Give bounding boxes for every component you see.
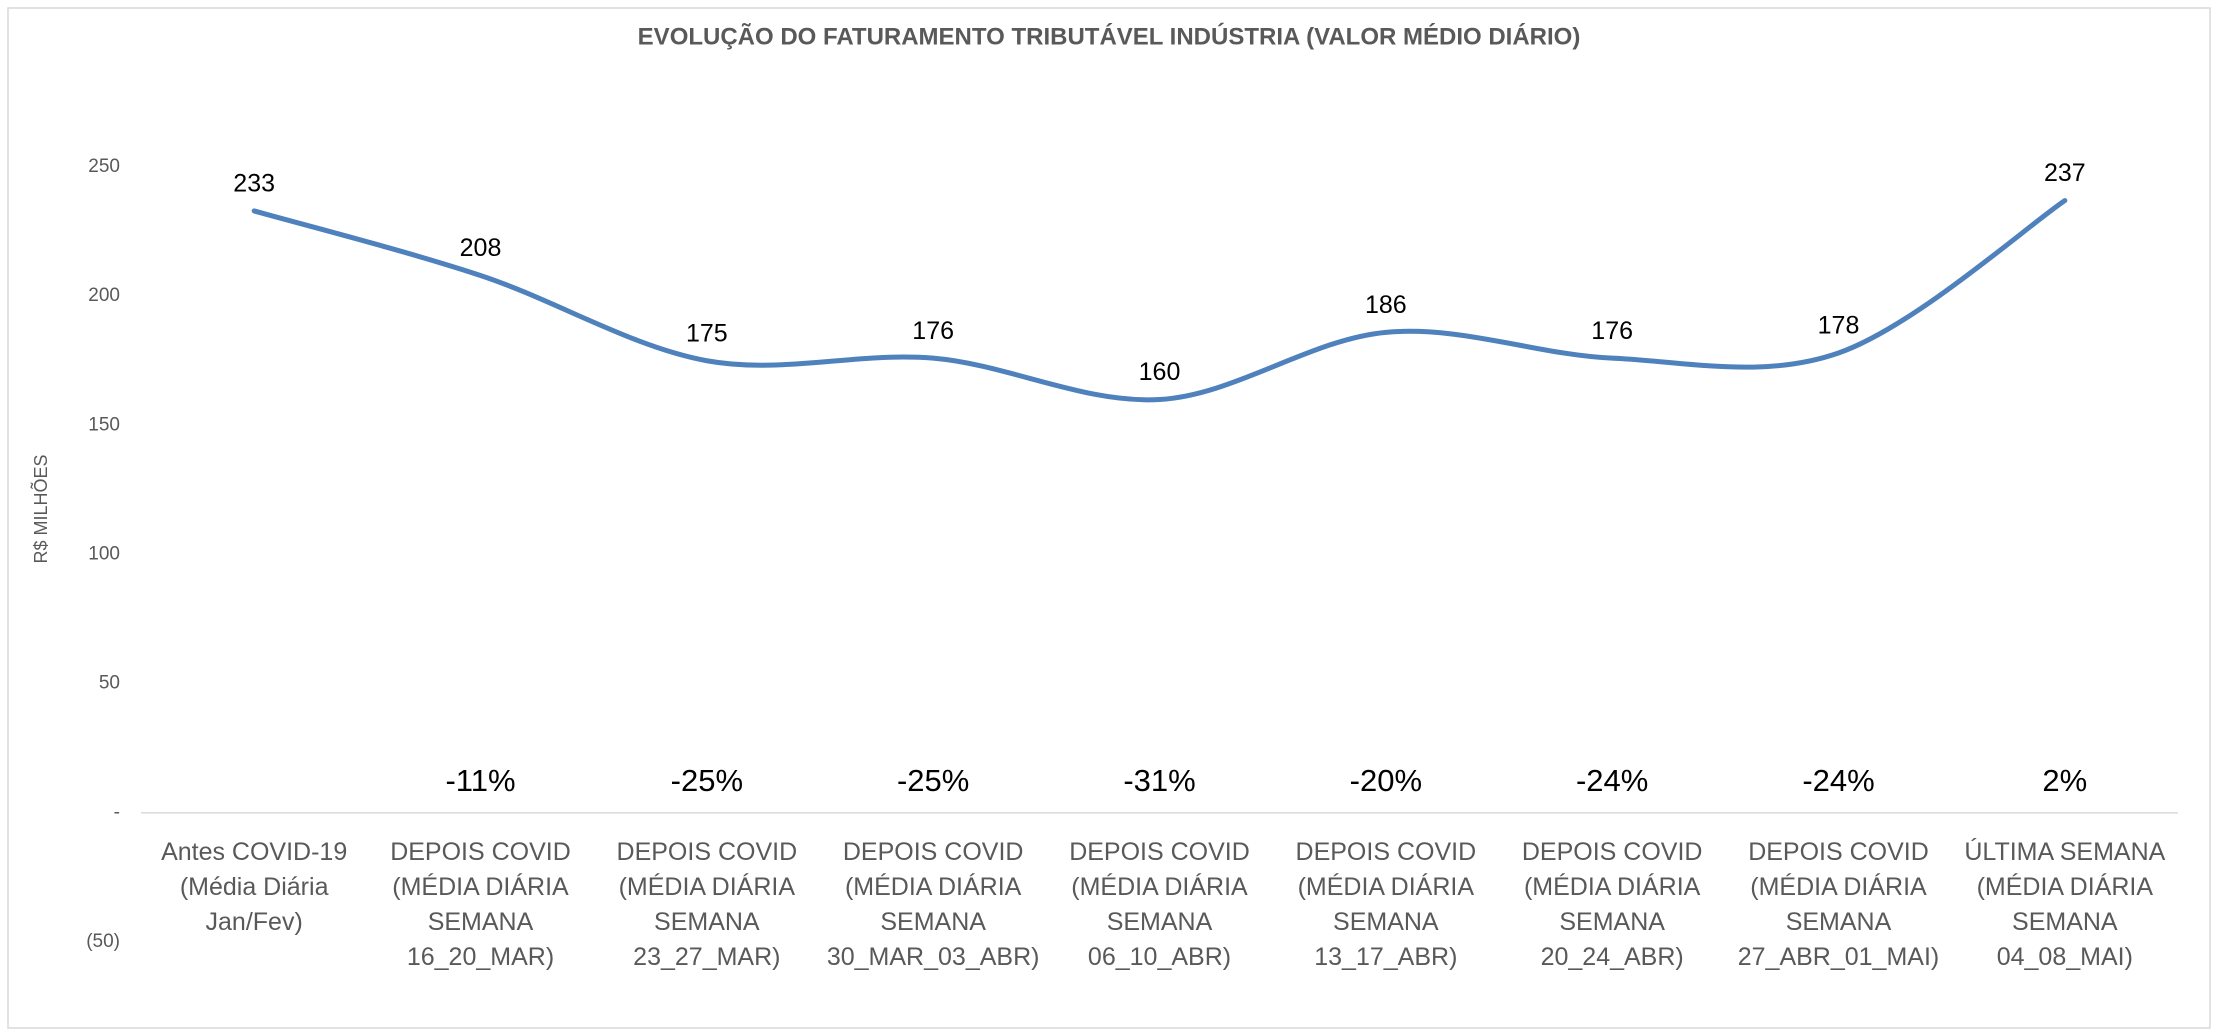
x-tick-label: DEPOIS COVID (MÉDIA DIÁRIA SEMANA 20_24_… (1521, 837, 1703, 971)
x-tick-label: Antes COVID-19 (Média Diária Jan/Fev) (161, 837, 348, 936)
data-label: 186 (1365, 291, 1407, 319)
change-label: -20% (1350, 763, 1422, 798)
change-label: -11% (445, 763, 515, 798)
x-tick-label: DEPOIS COVID (MÉDIA DIÁRIA SEMANA 30_MAR… (826, 837, 1040, 971)
data-label: 176 (912, 317, 954, 345)
x-tick-label: DEPOIS COVID (MÉDIA DIÁRIA SEMANA 16_20_… (390, 837, 571, 971)
change-label: 2% (2042, 763, 2087, 798)
y-tick-label: 250 (88, 156, 120, 177)
x-tick-label: ÚLTIMA SEMANA (MÉDIA DIÁRIA SEMANA 04_08… (1964, 837, 2166, 971)
x-tick-label: DEPOIS COVID (MÉDIA DIÁRIA SEMANA 27_ABR… (1737, 837, 1940, 971)
data-label: 178 (1818, 312, 1860, 340)
chart-title: EVOLUÇÃO DO FATURAMENTO TRIBUTÁVEL INDÚS… (638, 22, 1581, 50)
data-label: 233 (233, 170, 275, 198)
y-tick-label: 100 (88, 544, 120, 565)
change-label: -25% (671, 763, 743, 798)
y-axis-title: R$ MILHÕES (30, 454, 51, 563)
x-tick-label: DEPOIS COVID (MÉDIA DIÁRIA SEMANA 23_27_… (616, 837, 798, 971)
change-label: -31% (1123, 763, 1195, 798)
y-tick-label: - (114, 802, 120, 823)
x-tick-label: DEPOIS COVID (MÉDIA DIÁRIA SEMANA 06_10_… (1069, 837, 1250, 971)
y-tick-label: 50 (99, 673, 120, 694)
line-series (251, 198, 2068, 403)
change-label: -25% (897, 763, 969, 798)
chart-frame (7, 7, 2211, 1029)
change-label: -24% (1576, 763, 1648, 798)
data-label: 175 (686, 319, 728, 347)
y-tick-label: 150 (88, 414, 120, 435)
x-tick-label: DEPOIS COVID (MÉDIA DIÁRIA SEMANA 13_17_… (1295, 837, 1477, 971)
data-label: 176 (1591, 317, 1633, 345)
y-tick-label: 200 (88, 285, 120, 306)
data-label: 208 (460, 234, 502, 262)
data-label: 160 (1139, 358, 1181, 386)
data-label: 237 (2044, 159, 2086, 187)
y-tick-label: (50) (86, 931, 120, 952)
change-label: -24% (1802, 763, 1874, 798)
